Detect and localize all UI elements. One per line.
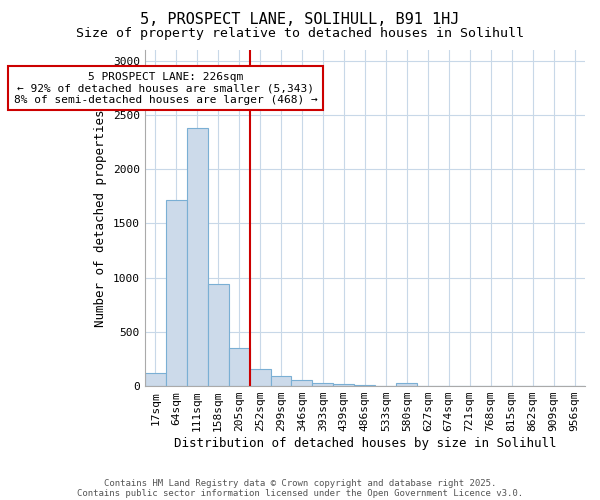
Text: 5, PROSPECT LANE, SOLIHULL, B91 1HJ: 5, PROSPECT LANE, SOLIHULL, B91 1HJ xyxy=(140,12,460,28)
Bar xyxy=(397,383,417,386)
Bar xyxy=(292,380,313,386)
Bar xyxy=(334,384,355,386)
Bar xyxy=(313,383,334,386)
Text: Contains HM Land Registry data © Crown copyright and database right 2025.: Contains HM Land Registry data © Crown c… xyxy=(104,478,496,488)
Y-axis label: Number of detached properties: Number of detached properties xyxy=(94,110,107,327)
Bar xyxy=(271,376,292,386)
Text: Size of property relative to detached houses in Solihull: Size of property relative to detached ho… xyxy=(76,28,524,40)
Bar xyxy=(250,368,271,386)
X-axis label: Distribution of detached houses by size in Solihull: Distribution of detached houses by size … xyxy=(173,437,556,450)
Bar xyxy=(166,200,187,386)
Bar xyxy=(208,284,229,386)
Bar xyxy=(355,385,376,386)
Bar xyxy=(145,372,166,386)
Text: 5 PROSPECT LANE: 226sqm
← 92% of detached houses are smaller (5,343)
8% of semi-: 5 PROSPECT LANE: 226sqm ← 92% of detache… xyxy=(14,72,317,105)
Text: Contains public sector information licensed under the Open Government Licence v3: Contains public sector information licen… xyxy=(77,488,523,498)
Bar xyxy=(187,128,208,386)
Bar xyxy=(229,348,250,386)
